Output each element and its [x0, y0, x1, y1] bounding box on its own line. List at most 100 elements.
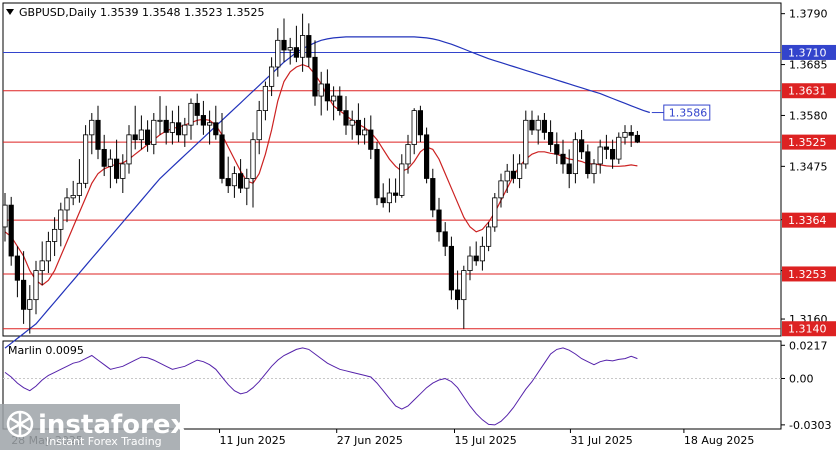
price-tick-label: 1.3475 — [789, 160, 828, 173]
level-tag-label: 1.3631 — [788, 85, 827, 98]
bullish-candle-body — [182, 124, 188, 136]
bearish-candle-body — [281, 39, 287, 51]
candle — [442, 222, 448, 257]
candle — [58, 202, 64, 247]
bearish-candle-body — [200, 115, 206, 126]
bullish-candle-body — [64, 197, 70, 211]
candle — [523, 110, 529, 169]
candle — [405, 134, 411, 174]
candle — [485, 222, 492, 252]
candle — [200, 100, 206, 135]
watermark-tagline: Instant Forex Trading — [46, 435, 162, 448]
bearish-candle-body — [225, 178, 231, 187]
bearish-candle-body — [95, 119, 101, 150]
bearish-candle-body — [628, 132, 634, 136]
watermark: instaforex Instant Forex Trading — [0, 404, 188, 450]
candle — [616, 132, 622, 164]
candle — [293, 25, 300, 63]
time-tick-label: 15 Jul 2025 — [455, 434, 517, 447]
oscillator-group: 0.0217 0.00 -0.0303 — [3, 339, 831, 432]
bearish-candle-body — [510, 170, 517, 179]
symbol-timeframe: GBPUSD,Daily — [19, 6, 97, 19]
bearish-candle-body — [101, 148, 107, 167]
candle — [454, 270, 461, 310]
candle — [306, 23, 312, 67]
bearish-candle-body — [144, 129, 151, 145]
bullish-candle-body — [386, 192, 393, 204]
candle — [473, 241, 479, 266]
candle — [541, 113, 548, 140]
bullish-candle-body — [262, 85, 269, 112]
candle — [529, 110, 535, 135]
candle — [120, 154, 126, 194]
candle — [610, 139, 616, 169]
candle — [337, 86, 343, 116]
bullish-candle-body — [107, 158, 113, 167]
bullish-candle-body — [151, 119, 157, 145]
candle — [517, 154, 523, 189]
candle — [14, 246, 20, 298]
price-tick-label: 1.3790 — [789, 8, 828, 21]
candle — [324, 69, 331, 111]
candle — [163, 105, 169, 145]
candle — [622, 125, 628, 145]
candle — [603, 134, 610, 160]
bullish-candle-body — [2, 204, 8, 228]
candle — [510, 154, 517, 184]
bearish-candle-body — [529, 119, 535, 131]
candle — [275, 28, 281, 77]
candle — [175, 105, 182, 143]
candle — [39, 241, 45, 286]
candles-group — [2, 13, 641, 334]
bearish-candle-body — [163, 119, 169, 133]
bullish-candle-body — [120, 163, 126, 179]
candle — [380, 183, 386, 208]
bullish-candle-body — [188, 102, 194, 126]
oscillator-tick-label: 0.0217 — [789, 339, 828, 352]
bearish-candle-body — [554, 144, 560, 155]
candle — [89, 113, 95, 155]
candle — [126, 125, 132, 174]
menu-triangle-icon[interactable] — [6, 9, 14, 15]
bullish-candle-body — [467, 255, 473, 271]
price-tick-label: 1.3580 — [789, 109, 828, 122]
bullish-candle-body — [591, 163, 597, 175]
bullish-candle-body — [461, 270, 467, 301]
price-pane — [2, 2, 782, 337]
candle — [554, 132, 560, 164]
candle — [83, 125, 89, 189]
level-tag — [782, 321, 836, 337]
candle — [219, 113, 225, 184]
bearish-candle-body — [380, 197, 386, 204]
candle — [70, 180, 76, 206]
candle — [479, 236, 486, 271]
candle — [597, 139, 603, 174]
bullish-candle-body — [485, 226, 492, 247]
candle — [194, 93, 200, 126]
candle — [225, 156, 231, 194]
bullish-candle-body — [39, 260, 45, 271]
bearish-candle-body — [337, 95, 343, 112]
bullish-candle-body — [76, 182, 82, 196]
candle — [585, 144, 591, 179]
bearish-candle-body — [585, 151, 591, 175]
candle — [591, 159, 597, 184]
candle — [250, 132, 256, 208]
bullish-candle-body — [58, 209, 64, 230]
candle — [33, 260, 39, 315]
bearish-candle-body — [219, 134, 225, 179]
level-tag — [782, 83, 836, 99]
candle — [628, 125, 634, 147]
candle — [169, 110, 175, 145]
bullish-candle-body — [256, 110, 262, 141]
candle — [430, 168, 436, 218]
bullish-candle-body — [268, 66, 275, 87]
candle — [461, 265, 467, 329]
candle — [107, 149, 113, 189]
bearish-candle-body — [454, 289, 461, 301]
candle — [287, 37, 293, 65]
bearish-candle-body — [175, 122, 182, 136]
bullish-candle-body — [138, 129, 144, 141]
bearish-candle-body — [306, 35, 312, 58]
slow-ma-line — [4, 36, 650, 349]
